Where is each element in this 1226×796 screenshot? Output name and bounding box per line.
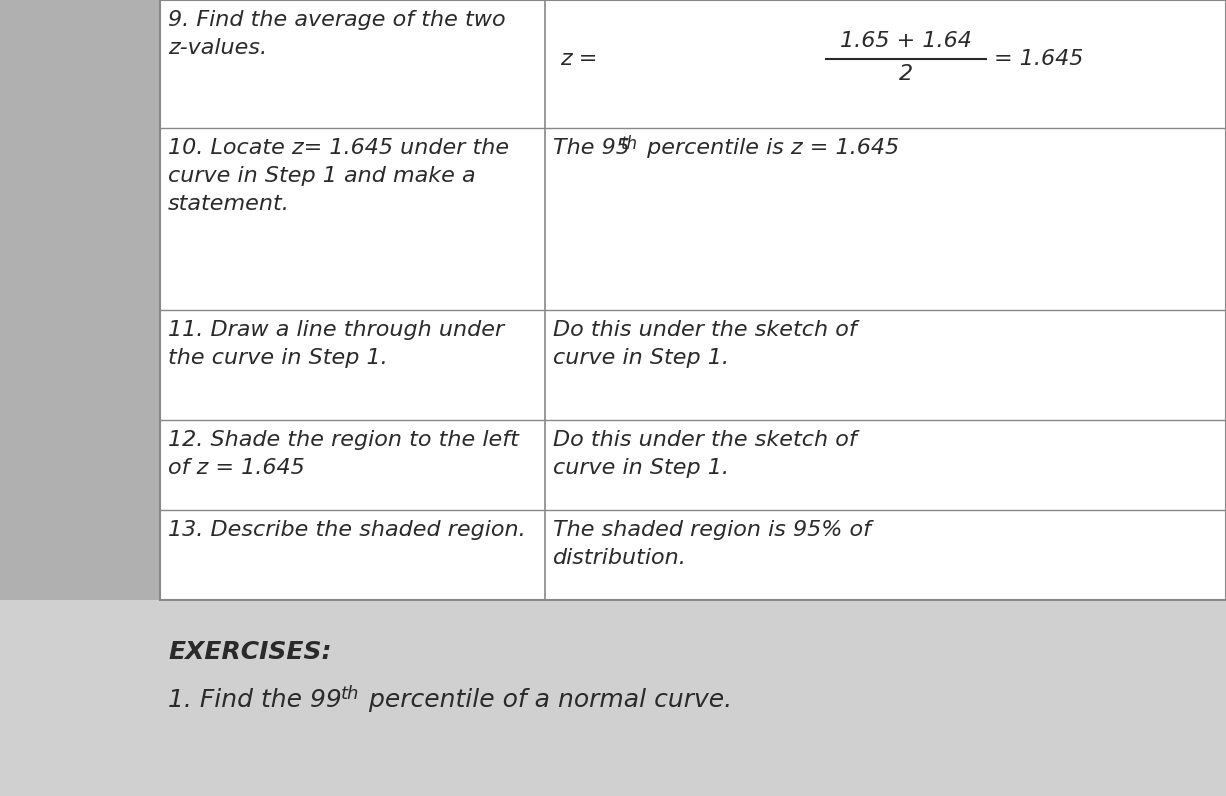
Text: Do this under the sketch of
curve in Step 1.: Do this under the sketch of curve in Ste…	[553, 430, 857, 478]
Text: 2: 2	[899, 64, 912, 84]
Text: 10. Locate z= 1.645 under the
curve in Step 1 and make a
statement.: 10. Locate z= 1.645 under the curve in S…	[168, 138, 509, 214]
Text: = 1.645: = 1.645	[993, 49, 1083, 69]
Text: percentile is z = 1.645: percentile is z = 1.645	[640, 138, 899, 158]
Text: z =: z =	[560, 49, 597, 69]
Text: th: th	[341, 685, 359, 703]
Text: 11. Draw a line through under
the curve in Step 1.: 11. Draw a line through under the curve …	[168, 320, 504, 368]
Text: 12. Shade the region to the left
of z = 1.645: 12. Shade the region to the left of z = …	[168, 430, 519, 478]
Text: 1. Find the 99: 1. Find the 99	[168, 688, 342, 712]
Text: The shaded region is 95% of
distribution.: The shaded region is 95% of distribution…	[553, 520, 870, 568]
Text: 9. Find the average of the two
z-values.: 9. Find the average of the two z-values.	[168, 10, 505, 58]
Text: EXERCISES:: EXERCISES:	[168, 640, 331, 664]
Text: 1.65 + 1.64: 1.65 + 1.64	[840, 31, 971, 51]
Text: th: th	[622, 135, 638, 153]
Bar	[161, 0, 1226, 600]
Text: 13. Describe the shaded region.: 13. Describe the shaded region.	[168, 520, 526, 540]
Text: percentile of a normal curve.: percentile of a normal curve.	[360, 688, 732, 712]
Text: The 95: The 95	[553, 138, 630, 158]
Text: Do this under the sketch of
curve in Step 1.: Do this under the sketch of curve in Ste…	[553, 320, 857, 368]
Bar	[0, 0, 161, 600]
